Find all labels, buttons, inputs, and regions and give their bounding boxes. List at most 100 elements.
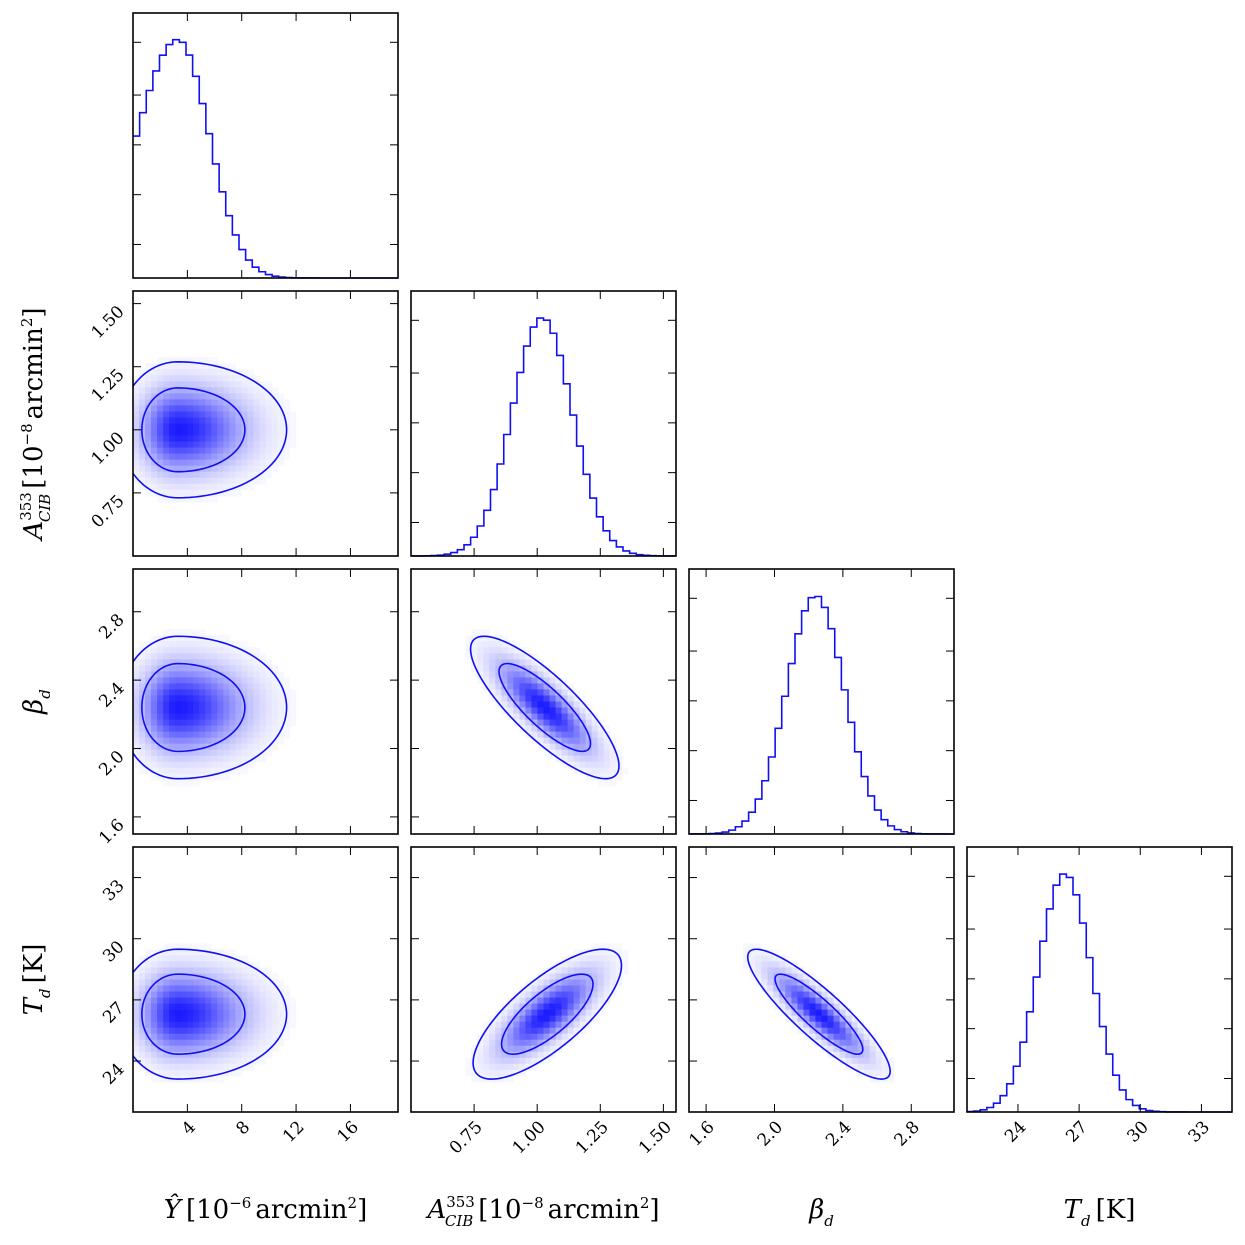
density-cell	[241, 1003, 249, 1011]
x-tick-label: 1.6	[685, 1117, 718, 1150]
density-cell	[211, 695, 218, 703]
density-cell	[169, 713, 176, 721]
density-cell	[259, 387, 267, 394]
density-cell	[525, 1045, 533, 1053]
density-cell	[277, 707, 285, 715]
density-cell	[791, 997, 799, 1005]
density-cell	[133, 665, 140, 672]
density-cell	[217, 997, 224, 1005]
density-cell	[857, 1063, 865, 1071]
density-cell	[241, 1033, 249, 1041]
density-cell	[247, 441, 255, 449]
density-cell	[241, 955, 249, 963]
density-cell	[259, 411, 267, 419]
density-cell	[157, 985, 164, 993]
density-cell	[217, 387, 224, 394]
density-cell	[187, 755, 194, 763]
density-cell	[845, 1033, 853, 1041]
density-cell	[211, 399, 218, 407]
x-tick-label: 1.00	[509, 1117, 550, 1158]
density-cell	[145, 429, 152, 437]
density-cell	[169, 659, 176, 666]
density-cell	[193, 749, 200, 757]
density-cell	[543, 749, 551, 757]
x-tick-label: 0.75	[446, 1117, 487, 1158]
density-cell	[549, 695, 557, 703]
density-cell	[193, 635, 200, 642]
density-cell	[857, 1051, 865, 1059]
density-cell	[579, 731, 587, 739]
density-cell	[241, 1039, 249, 1047]
density-cell	[187, 435, 194, 443]
density-cell	[211, 411, 218, 419]
density-cell	[229, 363, 236, 370]
density-cell	[477, 647, 484, 654]
density-cell	[585, 761, 593, 769]
density-cell	[169, 471, 176, 479]
density-cell	[133, 725, 140, 733]
density-cell	[531, 1045, 539, 1053]
density-cell	[193, 1009, 200, 1017]
density-image	[743, 943, 895, 1083]
density-cell	[247, 417, 255, 425]
density-cell	[145, 477, 152, 485]
density-cell	[187, 641, 194, 648]
density-cell	[857, 1033, 865, 1041]
density-cell	[501, 1075, 508, 1083]
density-cell	[145, 949, 152, 957]
density-cell	[259, 1027, 267, 1035]
density-cell	[145, 761, 152, 769]
density-cell	[259, 399, 267, 407]
density-cell	[271, 1009, 279, 1017]
density-cell	[133, 1051, 140, 1059]
density-cell	[501, 635, 508, 642]
density-cell	[259, 991, 267, 999]
density-cell	[211, 1009, 218, 1017]
density-cell	[235, 483, 243, 491]
density-cell	[163, 653, 170, 660]
density-cell	[181, 1033, 188, 1041]
density-cell	[217, 991, 224, 999]
density-cell	[151, 991, 158, 999]
density-cell	[145, 701, 152, 709]
density-cell	[205, 1003, 212, 1011]
density-cell	[145, 683, 152, 691]
density-cell	[471, 659, 478, 666]
density-cell	[603, 961, 611, 969]
density-cell	[495, 1069, 502, 1077]
density-cell	[175, 719, 182, 727]
density-cell	[133, 701, 140, 709]
density-cell	[163, 731, 170, 739]
density-cell	[139, 967, 146, 975]
density-cell	[513, 671, 521, 679]
density-cell	[205, 997, 212, 1005]
y-tick-label: 1.25	[88, 365, 129, 406]
density-cell	[205, 755, 212, 763]
density-cell	[151, 447, 158, 455]
density-cell	[573, 967, 581, 975]
density-cell	[265, 471, 273, 479]
density-cell	[181, 393, 188, 401]
density-cell	[229, 465, 236, 473]
density-cell	[133, 695, 140, 703]
density-cell	[483, 1027, 490, 1035]
density-cell	[193, 363, 200, 370]
density-cell	[151, 405, 158, 413]
density-cell	[507, 683, 514, 691]
density-cell	[133, 1027, 140, 1035]
density-cell	[193, 453, 200, 461]
density-cell	[169, 381, 176, 388]
density-cell	[181, 423, 188, 431]
density-cell	[157, 1063, 164, 1071]
density-cell	[241, 677, 249, 685]
panel-frame	[132, 846, 399, 1113]
density-cell	[205, 471, 212, 479]
density-cell	[181, 635, 188, 642]
density-cell	[519, 1069, 527, 1077]
density-cell	[217, 429, 224, 437]
density-cell	[133, 453, 140, 461]
density-cell	[247, 435, 255, 443]
density-cell	[151, 985, 158, 993]
density-cell	[223, 369, 230, 376]
density-cell	[247, 1015, 255, 1023]
